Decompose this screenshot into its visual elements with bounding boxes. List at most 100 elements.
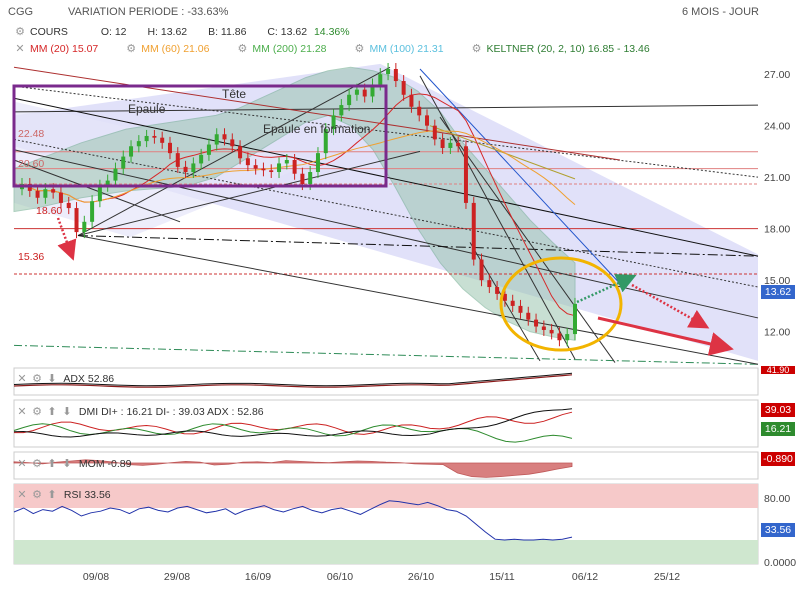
momentum-area xyxy=(13,459,573,478)
trend-line xyxy=(13,66,621,161)
variation-label: VARIATION PERIODE : -33.63% xyxy=(68,6,229,18)
candle xyxy=(90,195,95,228)
candle-body xyxy=(43,189,48,198)
candle-body xyxy=(97,185,102,202)
candle xyxy=(440,133,445,154)
settings-icon[interactable]: ⚙ xyxy=(32,489,42,501)
candle xyxy=(105,174,110,192)
indicator-panels: 80.00 0.0000 xyxy=(13,367,796,569)
candle xyxy=(565,328,570,347)
candle xyxy=(58,186,63,209)
y-axis: 12.00 15.00 18.00 21.00 24.00 27.00 xyxy=(764,69,790,338)
candle-body xyxy=(144,135,149,142)
dmi-plus-badge: 16.21 xyxy=(761,422,795,436)
pattern-annotations xyxy=(12,84,734,356)
close-icon[interactable]: ✕ xyxy=(17,489,27,501)
trend-line xyxy=(13,85,759,178)
trend-line xyxy=(77,235,759,365)
y-tick-label: 15.00 xyxy=(764,275,790,287)
candle-body xyxy=(160,137,165,143)
arrow-down-icon[interactable]: ⬇ xyxy=(62,458,72,470)
settings-icon[interactable]: ⚙ xyxy=(237,43,248,55)
candle-body xyxy=(300,173,305,185)
candle-body xyxy=(541,326,546,330)
settings-icon[interactable]: ⚙ xyxy=(471,43,482,55)
candle-body xyxy=(58,192,63,203)
candle-body xyxy=(284,160,289,164)
reversal-ellipse xyxy=(499,256,623,352)
rsi-oversold-zone xyxy=(14,540,758,564)
candle-body xyxy=(51,189,56,193)
candle-body xyxy=(82,221,87,233)
settings-icon[interactable]: ⚙ xyxy=(32,406,42,418)
chart-header: CGG VARIATION PERIODE : -33.63% 6 MOIS -… xyxy=(0,0,799,22)
candle xyxy=(238,140,243,165)
x-tick-label: 29/08 xyxy=(164,571,190,583)
close-icon[interactable]: ✕ xyxy=(17,373,27,385)
di-minus-line xyxy=(13,411,573,435)
candle-body xyxy=(105,180,110,186)
candle-body xyxy=(175,153,180,167)
candle-body xyxy=(518,305,523,313)
settings-icon[interactable]: ⚙ xyxy=(32,458,42,470)
rsi-overbought-zone xyxy=(14,484,758,508)
close-icon[interactable]: ✕ xyxy=(15,43,25,55)
candle-body xyxy=(74,208,79,233)
arrow-down-icon[interactable]: ⬇ xyxy=(62,406,72,418)
mom-badge: -0.890 xyxy=(761,452,795,466)
trend-line xyxy=(77,150,421,237)
settings-icon[interactable]: ⚙ xyxy=(354,43,365,55)
quote-legend: ⚙ COURS O: 12 H: 13.62 B: 11.86 C: 13.62 … xyxy=(15,26,350,38)
candle xyxy=(74,202,79,239)
settings-icon[interactable]: ⚙ xyxy=(126,43,137,55)
candle-body xyxy=(471,202,476,260)
candle-body xyxy=(315,153,320,173)
candle-body xyxy=(557,333,562,341)
candle xyxy=(183,160,188,179)
symbol-label: CGG xyxy=(8,6,34,18)
close-icon[interactable]: ✕ xyxy=(17,458,27,470)
arrow-up-icon[interactable]: ⬆ xyxy=(47,458,57,470)
adx-panel-label: ✕ ⚙ ⬇ ADX 52.86 xyxy=(17,373,115,385)
candle-body xyxy=(323,129,328,154)
x-tick-label: 09/08 xyxy=(83,571,109,583)
x-tick-label: 15/11 xyxy=(489,571,515,583)
candle-body xyxy=(245,158,250,166)
x-tick-label: 06/10 xyxy=(327,571,353,583)
candle xyxy=(152,129,157,144)
candle-body xyxy=(401,81,406,95)
candle xyxy=(121,150,126,175)
mom-panel-label: ✕ ⚙ ⬆ ⬇ MOM -0.89 xyxy=(17,458,132,470)
candle-body xyxy=(199,154,204,164)
candle xyxy=(199,148,204,170)
candle-body xyxy=(253,165,258,169)
candle xyxy=(339,99,344,122)
settings-icon[interactable]: ⚙ xyxy=(15,26,25,38)
candle-body xyxy=(90,201,95,222)
close-icon[interactable]: ✕ xyxy=(17,406,27,418)
di-plus-line xyxy=(13,423,573,443)
candle xyxy=(245,152,250,172)
candle-body xyxy=(370,84,375,97)
candle-body xyxy=(113,168,118,181)
arrow-down-icon[interactable]: ⬇ xyxy=(47,373,57,385)
arrow-up-icon[interactable]: ⬆ xyxy=(47,406,57,418)
candle-body xyxy=(510,300,515,306)
candle xyxy=(206,138,211,161)
arrow-up-icon[interactable]: ⬆ xyxy=(47,489,57,501)
candle-body xyxy=(191,163,196,173)
candle xyxy=(518,299,523,319)
candle-body xyxy=(277,163,282,173)
candle xyxy=(82,215,87,239)
candle-body xyxy=(417,106,422,116)
adx-badge: 41.90 xyxy=(761,366,795,374)
candle-body xyxy=(565,334,570,341)
candle-body xyxy=(378,74,383,85)
candle-body xyxy=(409,94,414,107)
dotted-down-right-arrow xyxy=(631,283,710,329)
candle-body xyxy=(534,319,539,327)
settings-icon[interactable]: ⚙ xyxy=(32,373,42,385)
period-selector[interactable]: 6 MOIS - JOUR xyxy=(681,6,759,18)
candle xyxy=(456,136,461,153)
